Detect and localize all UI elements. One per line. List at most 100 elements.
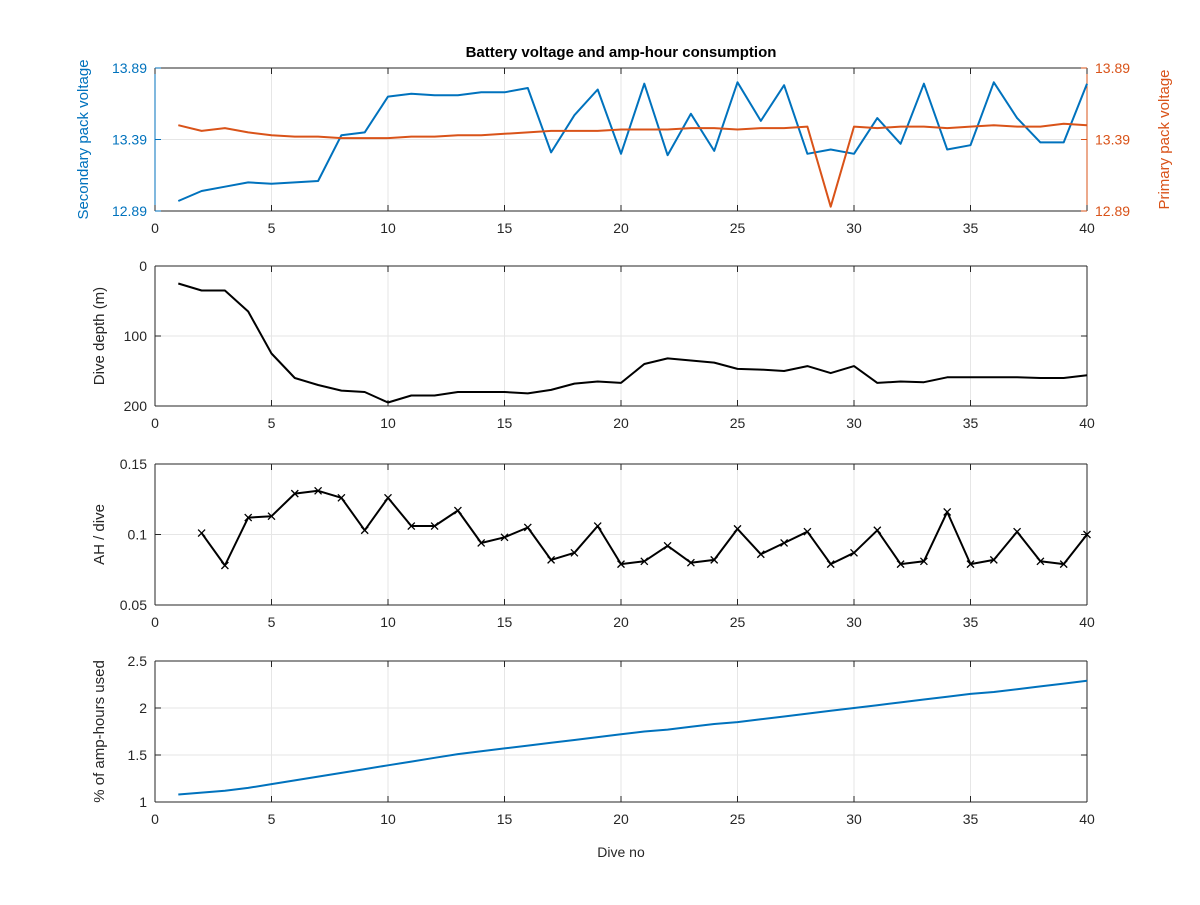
data-point-marker: [290, 489, 299, 498]
x-axis-label: Dive no: [597, 844, 645, 860]
x-tick-label: 35: [963, 220, 979, 236]
data-point-marker: [943, 507, 952, 516]
x-tick-label: 40: [1079, 614, 1095, 630]
data-point-marker: [220, 561, 229, 570]
x-tick-label: 20: [613, 811, 629, 827]
y-right-tick-label: 13.39: [1095, 132, 1130, 148]
data-point-marker: [617, 560, 625, 569]
y-tick-label: 2.5: [128, 653, 148, 669]
x-tick-label: 15: [497, 415, 513, 431]
y-tick-label: 0.05: [120, 597, 147, 613]
data-point-marker: [663, 541, 672, 550]
x-tick-label: 10: [380, 220, 396, 236]
x-tick-label: 30: [846, 220, 862, 236]
data-point-marker: [989, 555, 998, 564]
x-tick-label: 15: [497, 220, 513, 236]
x-tick-label: 40: [1079, 811, 1095, 827]
data-point-marker: [896, 560, 905, 569]
data-point-marker: [686, 558, 695, 567]
subplots: 0 5 10 15 20 25 30 35 4012.8913.3913.8912.8913.3…: [75, 59, 1173, 827]
x-tick-label: 0: [151, 614, 159, 630]
y-axis-label: Secondary pack voltage: [75, 59, 92, 219]
data-point-marker: [803, 527, 812, 536]
y-tick-label: 100: [124, 328, 148, 344]
x-tick-label: 20: [613, 614, 629, 630]
data-point-marker: [640, 557, 649, 566]
x-tick-label: 25: [730, 811, 746, 827]
y-tick-label: 1: [139, 794, 147, 810]
data-point-marker: [197, 529, 206, 538]
x-tick-label: 5: [268, 811, 276, 827]
y-right-tick-label: 12.89: [1095, 203, 1130, 219]
y-right-tick-label: 13.89: [1095, 60, 1130, 76]
x-tick-label: 35: [963, 614, 979, 630]
data-point-marker: [314, 486, 323, 495]
x-tick-label: 0: [151, 220, 159, 236]
data-point-marker: [407, 522, 416, 530]
chart-title: Battery voltage and amp-hour consumption: [466, 44, 777, 61]
series-line-depth-series: [178, 282, 1088, 404]
series-line-primary-pack-voltage: [178, 122, 1088, 208]
y-tick-label: 12.89: [112, 203, 147, 219]
data-point-marker: [267, 512, 276, 521]
y-tick-label: 13.39: [112, 132, 147, 148]
y-axis-label: Dive depth (m): [91, 287, 108, 385]
data-point-marker: [780, 539, 789, 547]
series-line-percent-series: [178, 679, 1088, 796]
x-tick-label: 20: [613, 220, 629, 236]
x-tick-label: 10: [380, 811, 396, 827]
subplot-ah: 0 5 10 15 20 25 30 35 40 0.05 0.1 0.15 AH / dive: [91, 456, 1095, 630]
x-tick-label: 0: [151, 415, 159, 431]
x-tick-label: 5: [268, 220, 276, 236]
data-point-marker: [873, 526, 882, 535]
data-point-marker: [547, 555, 556, 564]
subplot-voltage: 0 5 10 15 20 25 30 35 4012.8913.3913.8912.8913.3…: [75, 59, 1173, 236]
y-tick-label: 2: [139, 700, 147, 716]
data-point-marker: [1059, 560, 1068, 569]
data-point-marker: [1036, 557, 1045, 566]
x-tick-label: 35: [963, 415, 979, 431]
subplot-depth: 0 5 10 15 20 25 30 35 40 0 100 200 Dive depth (m): [91, 258, 1095, 431]
series-line-secondary-pack-voltage: [177, 81, 1088, 202]
x-tick-label: 0: [151, 811, 159, 827]
data-point-marker: [1013, 527, 1022, 536]
x-tick-label: 35: [963, 811, 979, 827]
data-point-marker: [500, 533, 509, 542]
data-point-marker: [1083, 530, 1091, 539]
x-tick-label: 40: [1079, 220, 1095, 236]
data-point-marker: [570, 548, 579, 557]
y-axis-label: % of amp-hours used: [91, 660, 108, 803]
x-tick-label: 25: [730, 415, 746, 431]
x-tick-label: 20: [613, 415, 629, 431]
data-point-marker: [919, 557, 928, 566]
data-point-marker: [360, 526, 369, 535]
x-tick-label: 25: [730, 220, 746, 236]
data-point-marker: [384, 493, 392, 502]
y-tick-label: 0: [139, 258, 147, 274]
y-right-axis-label: Primary pack voltage: [1156, 69, 1173, 209]
data-point-marker: [337, 493, 346, 502]
x-tick-label: 5: [268, 614, 276, 630]
y-tick-label: 1.5: [128, 747, 148, 763]
y-tick-label: 0.1: [128, 527, 148, 543]
data-point-marker: [966, 560, 975, 569]
data-point-marker: [244, 513, 253, 522]
data-point-marker: [733, 524, 742, 533]
x-tick-label: 30: [846, 415, 862, 431]
x-tick-label: 10: [380, 614, 396, 630]
y-tick-label: 13.89: [112, 60, 147, 76]
data-point-marker: [850, 548, 858, 557]
data-point-marker: [430, 522, 439, 530]
x-tick-label: 15: [497, 614, 513, 630]
y-axis-label: AH / dive: [91, 504, 108, 565]
data-point-marker: [756, 550, 765, 559]
x-tick-label: 30: [846, 811, 862, 827]
x-tick-label: 15: [497, 811, 513, 827]
data-point-marker: [710, 555, 719, 564]
x-tick-label: 25: [730, 614, 746, 630]
x-tick-label: 40: [1079, 415, 1095, 431]
x-tick-label: 5: [268, 415, 276, 431]
x-tick-label: 10: [380, 415, 396, 431]
x-tick-label: 30: [846, 614, 862, 630]
